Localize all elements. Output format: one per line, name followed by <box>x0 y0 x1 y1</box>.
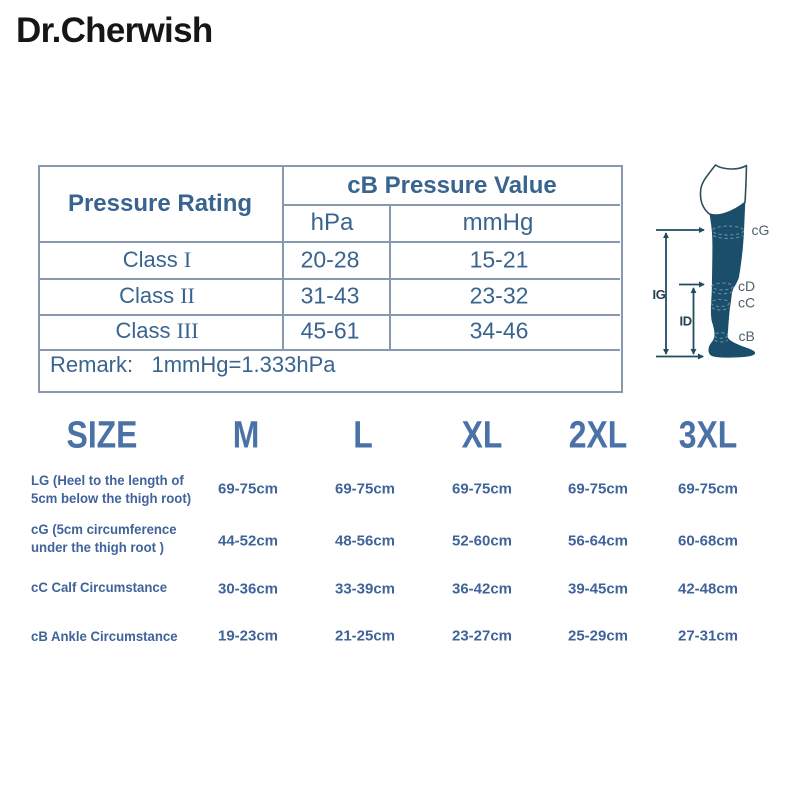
svg-text:cB: cB <box>739 328 755 344</box>
svg-text:ID: ID <box>680 314 692 329</box>
svg-text:cC: cC <box>738 295 755 311</box>
svg-text:cG: cG <box>752 222 770 238</box>
svg-text:cD: cD <box>738 278 755 294</box>
svg-text:IG: IG <box>653 287 666 302</box>
